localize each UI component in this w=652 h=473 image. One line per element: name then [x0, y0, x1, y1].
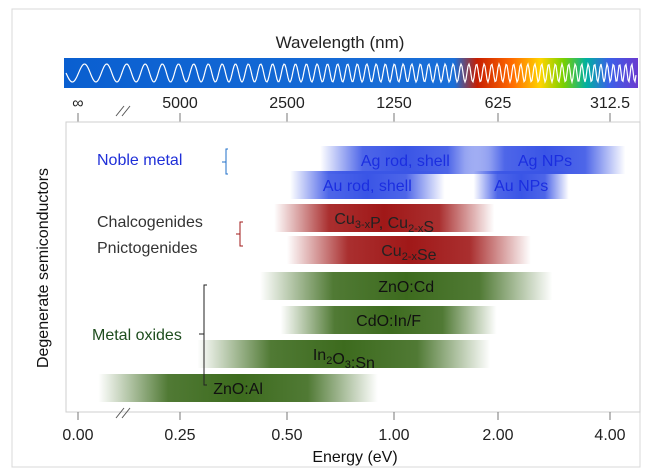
chalco-bracket	[236, 221, 243, 247]
bar-label: ZnO:Al	[213, 381, 263, 398]
spectrum-wave	[65, 61, 637, 85]
bar-label: CdO:In/F	[356, 313, 421, 330]
bar-ag-nps	[464, 146, 626, 174]
bar-ag-rod-shell	[320, 146, 491, 174]
plot-frame	[65, 121, 641, 413]
bar-label: Au NPs	[494, 178, 548, 195]
bar-label: Ag NPs	[518, 153, 572, 170]
top-tick-label: ∞	[72, 95, 83, 112]
bar-label: Au rod, shell	[323, 178, 412, 195]
x-axis-title: Energy (eV)	[312, 449, 397, 466]
top-axis-ticks: ∞ 5000 2500 1250 625 312.5	[72, 95, 630, 122]
group-label-noble-metal: Noble metal	[97, 152, 182, 169]
bar-cu3-xp-cu2-xs	[274, 204, 495, 232]
bar-label: ZnO:Cd	[378, 279, 434, 296]
bar-zno-cd	[260, 272, 553, 300]
bottom-tick-label: 0.50	[271, 427, 302, 444]
top-tick-label: 1250	[376, 95, 412, 112]
bottom-tick-label: 1.00	[378, 427, 409, 444]
group-label-pnictogenides: Pnictogenides	[97, 240, 198, 257]
bottom-axis-break	[115, 407, 131, 419]
top-axis-break	[115, 105, 131, 117]
bar-label: In2O3:Sn	[313, 347, 375, 372]
metal-oxides-bracket	[199, 284, 207, 386]
bottom-tick-label: 0.00	[62, 427, 93, 444]
y-axis-label: Degenerate semiconductors	[35, 168, 52, 368]
top-tick-label: 312.5	[590, 95, 630, 112]
top-tick-label: 625	[485, 95, 512, 112]
bar-in2o3-sn	[197, 340, 491, 368]
bar-au-nps	[473, 171, 569, 199]
bottom-tick-label: 2.00	[482, 427, 513, 444]
bar-label: Cu2-xSe	[381, 243, 436, 264]
group-label-metal-oxides: Metal oxides	[92, 327, 182, 344]
top-axis-title: Wavelength (nm)	[276, 33, 405, 52]
bar-label: Ag rod, shell	[361, 153, 450, 170]
bottom-tick-label: 0.25	[164, 427, 195, 444]
bar-cu2-xse	[287, 236, 531, 264]
bottom-tick-label: 4.00	[594, 427, 625, 444]
bars-layer: Ag rod, shell Ag NPs Au rod, shell Au NPs Cu…	[98, 146, 626, 402]
bottom-axis-ticks: 0.00 0.25 0.50 1.00 2.00 4.00	[62, 412, 626, 444]
bar-label: Cu3-xP, Cu2-xS	[334, 211, 434, 236]
top-tick-label: 2500	[269, 95, 305, 112]
bar-au-rod-shell	[290, 171, 445, 199]
top-tick-label: 5000	[162, 95, 198, 112]
noble-metal-bracket	[222, 148, 228, 175]
bar-cdo-in-f	[280, 306, 497, 334]
group-label-chalcogenides: Chalcogenides	[97, 214, 203, 231]
bar-zno-al	[98, 374, 378, 402]
